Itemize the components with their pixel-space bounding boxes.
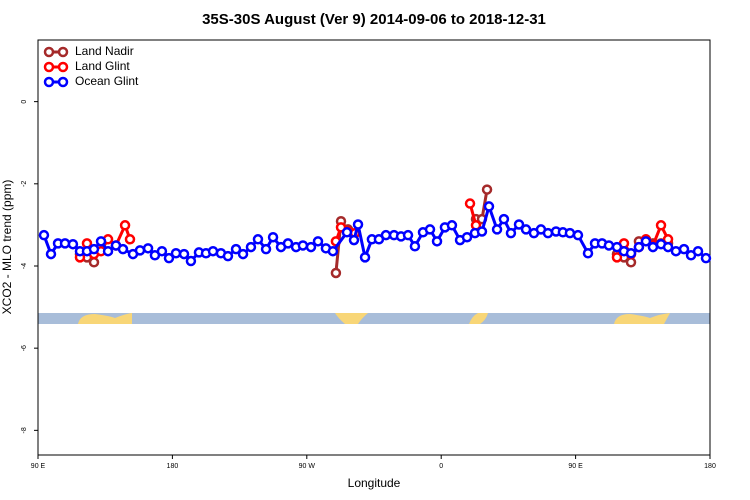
- data-point: [341, 227, 353, 238]
- data-point: [260, 243, 272, 255]
- data-point: [483, 201, 495, 212]
- data-point: [45, 248, 57, 260]
- data-point: [582, 248, 594, 259]
- data-point: [662, 241, 674, 253]
- data-point: [38, 229, 50, 241]
- data-point: [222, 250, 234, 262]
- legend-label: Land Nadir: [75, 44, 134, 58]
- data-point: [237, 248, 249, 260]
- data-point: [67, 238, 79, 250]
- data-point: [88, 243, 100, 255]
- data-point: [476, 226, 488, 237]
- data-point: [678, 243, 690, 255]
- data-point: [481, 184, 493, 195]
- data-point: [142, 243, 154, 254]
- data-point: [305, 241, 317, 253]
- data-point: [185, 255, 197, 267]
- data-point: [491, 224, 503, 235]
- y-axis-label: XCO2 - MLO trend (ppm): [0, 180, 14, 315]
- data-point: [572, 229, 584, 241]
- data-point: [700, 252, 712, 264]
- data-point: [670, 245, 682, 257]
- data-point: [348, 234, 360, 246]
- data-point: [380, 229, 392, 241]
- legend-marker: [43, 46, 55, 58]
- y-tick-label: -4: [21, 263, 28, 269]
- data-point: [267, 231, 279, 243]
- y-tick-label: -2: [21, 181, 28, 187]
- legend-marker: [57, 46, 69, 58]
- data-point: [402, 229, 414, 241]
- data-point: [330, 267, 342, 279]
- x-tick-label: 90 E: [568, 463, 583, 470]
- data-point: [117, 243, 129, 255]
- data-point: [498, 213, 510, 225]
- legend-marker: [43, 76, 55, 88]
- data-point: [359, 252, 371, 263]
- data-point: [297, 240, 309, 251]
- data-point: [312, 236, 324, 247]
- y-tick-label: -8: [21, 427, 28, 433]
- map-strip: [38, 313, 710, 324]
- data-point: [625, 248, 637, 259]
- y-tick-label: -6: [21, 345, 28, 351]
- data-point: [505, 227, 517, 239]
- data-point: [513, 219, 525, 230]
- data-point: [461, 231, 473, 243]
- data-point: [446, 220, 458, 231]
- data-point: [327, 245, 339, 257]
- data-point: [282, 238, 294, 249]
- data-point: [431, 236, 443, 247]
- data-point: [252, 234, 264, 245]
- data-point: [633, 241, 645, 253]
- legend-label: Ocean Glint: [75, 74, 139, 88]
- chart-title: 35S-30S August (Ver 9) 2014-09-06 to 201…: [202, 11, 546, 28]
- x-axis-label: Longitude: [348, 476, 401, 490]
- legend-marker: [57, 76, 69, 88]
- legend-marker: [57, 61, 69, 73]
- data-point: [88, 257, 100, 268]
- data-point: [245, 241, 257, 253]
- data-point: [611, 252, 623, 263]
- x-tick-label: 90 E: [31, 463, 46, 470]
- data-point: [647, 241, 659, 253]
- data-point: [692, 245, 704, 257]
- y-tick-label: 0: [21, 100, 28, 104]
- data-point: [124, 234, 136, 245]
- data-point: [352, 219, 364, 230]
- data-point: [564, 227, 576, 239]
- legend-label: Land Glint: [75, 59, 130, 73]
- data-point: [170, 248, 182, 259]
- data-point: [178, 248, 190, 260]
- x-tick-label: 0: [439, 463, 443, 470]
- data-point: [102, 245, 114, 257]
- x-tick-label: 90 W: [299, 463, 316, 470]
- data-point: [163, 252, 175, 264]
- data-point: [464, 198, 476, 209]
- data-point: [230, 243, 242, 255]
- data-point: [134, 245, 146, 256]
- plot-frame: [37, 39, 711, 456]
- data-point: [409, 241, 421, 252]
- data-point: [95, 236, 107, 247]
- data-point: [640, 236, 652, 247]
- x-tick-label: 180: [167, 463, 179, 470]
- data-point: [119, 220, 131, 231]
- x-tick-label: 180: [704, 463, 716, 470]
- data-point: [542, 227, 554, 239]
- data-point: [625, 257, 637, 268]
- data-point: [603, 240, 615, 251]
- data-point: [520, 224, 532, 235]
- legend-marker: [43, 61, 55, 73]
- data-point: [424, 224, 436, 235]
- data-point: [156, 245, 168, 257]
- data-point: [655, 220, 667, 231]
